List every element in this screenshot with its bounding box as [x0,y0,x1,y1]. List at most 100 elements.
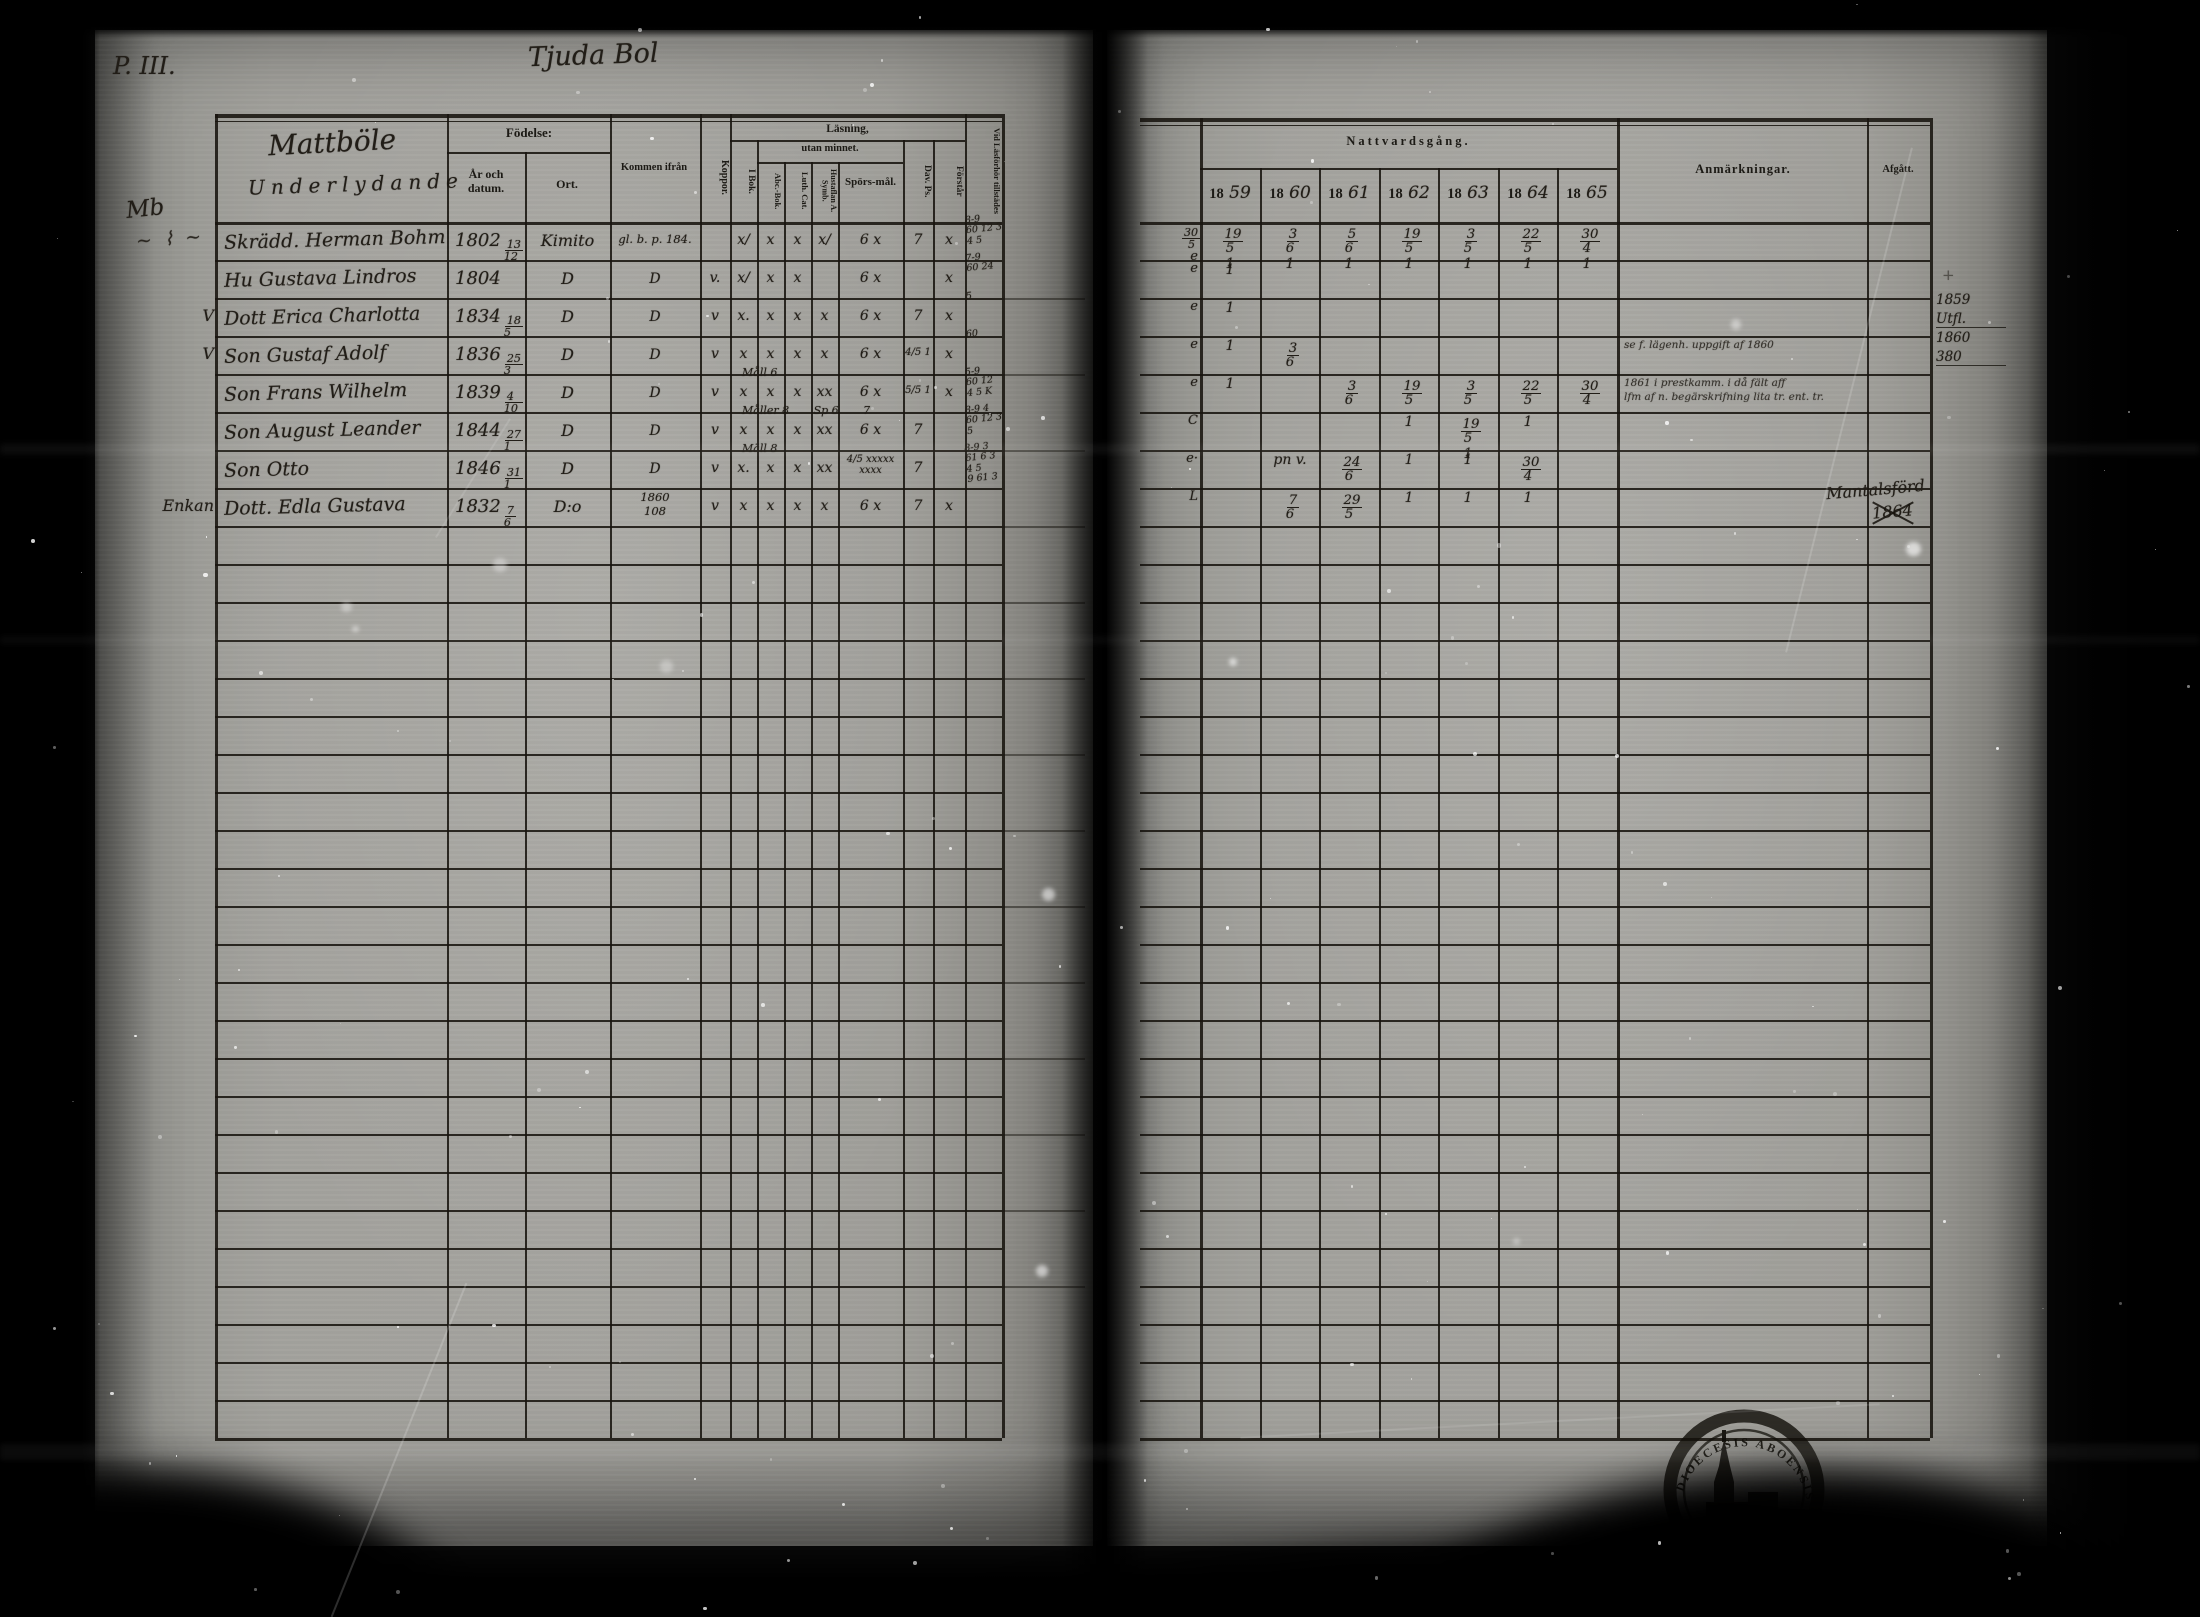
cell-forstar: x [945,346,953,362]
column-line [1930,118,1933,1438]
dust-speck [309,697,314,702]
dust-speck [1266,27,1270,31]
row-line [215,450,1002,452]
dust-speck [203,573,208,578]
cell-birth: 1834 18 5 [455,306,524,340]
dust-speck [97,1322,100,1325]
dust-speck [1855,3,1858,6]
margin-stub-line [1002,298,1085,300]
dust-speck [1891,1394,1895,1398]
cell-ort: D [561,459,574,478]
cell-luth: x [793,232,802,248]
dust-speck [1003,160,1006,162]
village-title: Tjuda Bol [527,37,659,74]
dust-speck [618,1360,622,1364]
communion-mark: 1 [1463,452,1473,468]
cell-abc: x [766,346,775,362]
left-page [95,30,1093,1546]
dust-speck [933,385,937,389]
cell-dav: 7 [913,498,923,514]
year-header: 18 62 [1388,183,1430,203]
dust-speck [1395,45,1398,47]
dust-speck [449,739,452,742]
dust-speck [1005,427,1010,432]
cell-birth: 1832 7 6 [455,496,516,530]
left-margin-note: Mb [124,194,166,224]
bright-blotch [1229,657,1238,667]
cell-forstar: x [945,308,953,324]
header-sporsmal: Spörs-mål. [844,176,897,188]
cell-ort: D [561,345,574,364]
communion-mark: pn v. [1273,452,1307,468]
row-line [215,640,1002,642]
row-line [1140,336,1930,338]
row-line [1140,564,1930,566]
row-line [1140,412,1930,414]
row-line [1140,1020,1930,1022]
dust-speck [1995,746,1999,750]
dust-speck [508,1135,512,1139]
cell-hust: xx [816,460,833,476]
dust-speck [1184,1448,1189,1453]
dust-speck [2187,685,2191,689]
header-abc-bok: Abc.-Bok. [773,172,783,210]
dust-speck [1856,1208,1859,1210]
dust-speck [1943,1220,1947,1224]
cell-koppor: v [711,384,719,400]
column-line [933,140,935,1438]
cell-dav: 7 [913,308,923,324]
margin-stub-line [1002,982,1085,984]
dust-speck [395,1589,400,1594]
header-fodelse: Födelse: [505,125,553,140]
cell-dav: 7 [913,422,923,438]
cell-luth: x [793,460,802,476]
right-margin-note-line: 1860 [1936,330,1971,346]
cell-i-bok: x. [737,460,750,476]
dust-speck [870,406,875,411]
header-nattvardsgang: Nattvardsgång. [1346,134,1471,148]
margin-stub-line [1002,602,1085,604]
column-line [700,114,702,1438]
margin-stub-line [1002,1134,1085,1136]
dust-speck [1552,123,1554,125]
dust-speck [1120,926,1123,930]
row-line [215,1020,1002,1022]
dust-speck [2017,1571,2021,1576]
dust-speck [1662,882,1667,887]
margin-stub-line [1002,830,1085,832]
column-line [811,162,813,1438]
column-line [1260,168,1262,1438]
dust-speck [1523,1166,1527,1169]
row-line [1140,1400,1930,1402]
cell-hust: x [820,498,829,514]
dust-speck [912,1561,917,1565]
dust-speck [1374,1575,1379,1580]
cell-koppor: v [711,422,719,438]
row-line [1140,1096,1930,1098]
cell-kommen: D [649,309,661,325]
dust-speck [637,28,642,33]
row-line [1140,1134,1930,1136]
row-line [215,982,1002,984]
year-header: 18 63 [1447,183,1489,203]
communion-mark: 1 [1523,490,1533,506]
cell-i-bok: x. [737,308,750,324]
bright-blotch [352,625,359,633]
dust-speck [397,1326,399,1328]
cell-koppor: v [711,346,719,362]
dust-speck [1415,40,1418,43]
communion-margin-mark: e· [1186,451,1198,466]
cell-birth: 1844 27 1 [455,420,524,454]
cell-sporsmal: 4/5 xxxxx xxxx [846,454,895,476]
dust-speck [1368,283,1371,286]
right-margin-note-line: Utfl. [1936,311,2006,328]
dust-speck [899,420,901,422]
dust-speck [2008,1577,2012,1581]
row-line [215,336,1002,338]
dust-speck [1978,1374,1981,1376]
header-vid-lasforhor: Vid Läsförhör tillstädes [992,128,1002,214]
row-line [215,526,1002,528]
scan-light-band [0,1444,2200,1460]
dust-speck [110,1391,115,1396]
